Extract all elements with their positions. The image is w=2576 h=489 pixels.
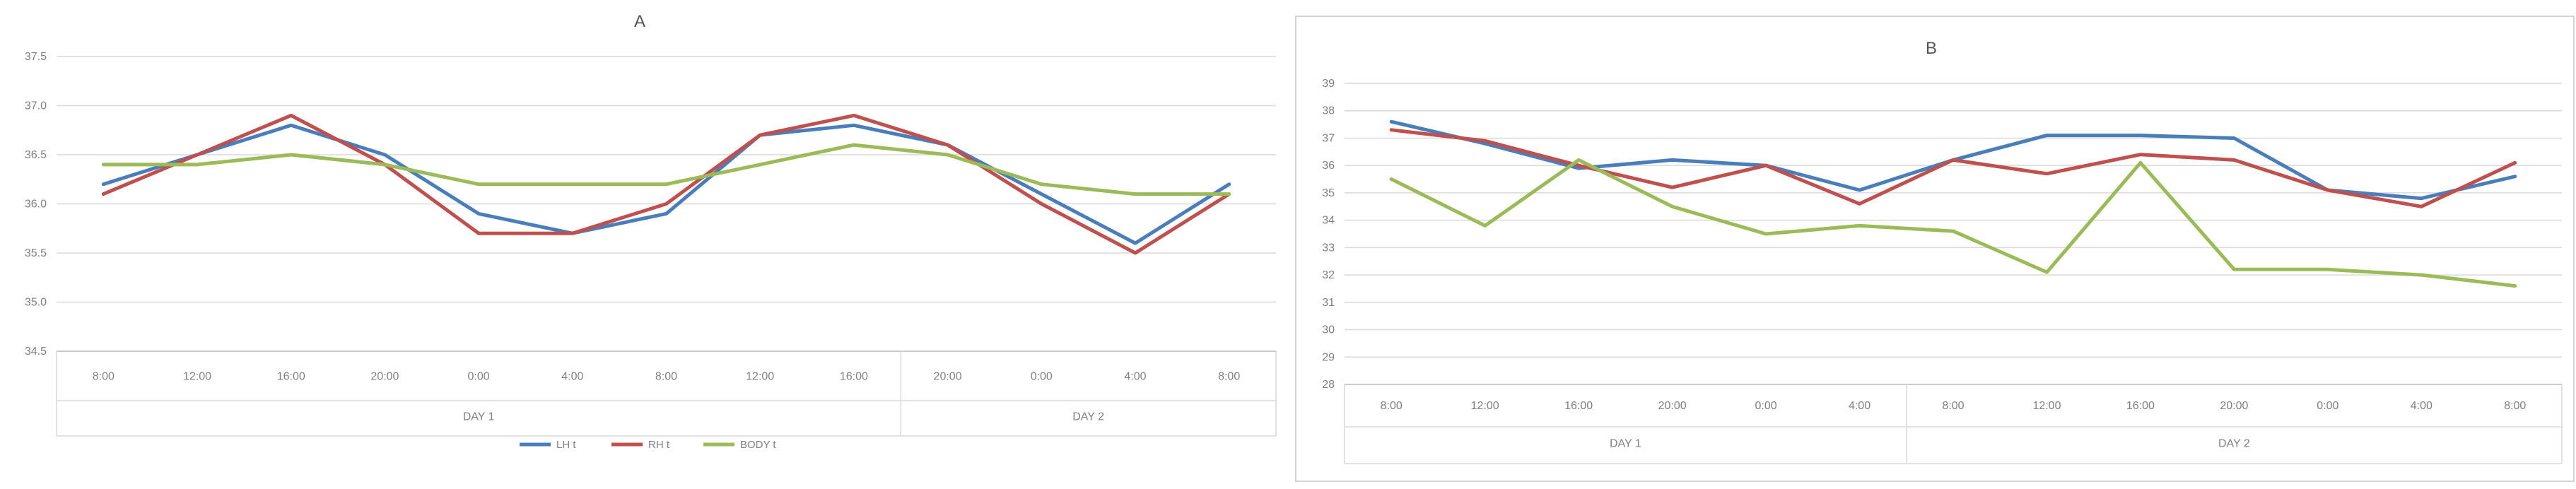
chart-a-series-line-body	[101, 143, 1231, 196]
chart-b-x-tick-label: 4:00	[2411, 400, 2432, 412]
chart-b-title: B	[1926, 39, 1937, 58]
chart-a-x-tick-label: 20:00	[370, 371, 399, 383]
chart-a-y-tick-label: 37.5	[25, 51, 47, 63]
chart-b-y-tick-label: 36	[1322, 160, 1335, 172]
chart-a-legend-label: BODY t	[740, 439, 776, 451]
chart-a-legend-label: RH t	[648, 439, 670, 451]
chart-a-group-label: DAY 2	[1072, 411, 1104, 423]
chart-b-y-tick-label: 28	[1322, 379, 1335, 391]
chart-b-group-label: DAY 1	[1610, 438, 1641, 450]
chart-a-legend-label: LH t	[556, 439, 576, 451]
chart-a-x-tick-label: 12:00	[746, 371, 774, 383]
chart-b-x-tick-label: 20:00	[1658, 400, 1687, 412]
chart-b-panel: B 28 29 30 31 32 33 34 35 36 37 38 39 DAY 1 DAY 2 8:00 1…	[1295, 16, 2575, 482]
chart-a-series-line-rh	[101, 113, 1231, 255]
chart-a-title: A	[634, 12, 645, 31]
chart-a-x-tick-label: 8:00	[93, 371, 115, 383]
chart-a-x-tick-label: 4:00	[1124, 371, 1146, 383]
chart-b-y-tick-label: 38	[1322, 105, 1335, 117]
chart-b-x-tick-label: 12:00	[2032, 400, 2061, 412]
chart-b-svg: B 28 29 30 31 32 33 34 35 36 37 38 39 DAY 1 DAY 2 8:00 1…	[1322, 39, 2563, 464]
chart-a-x-tick-label: 16:00	[277, 371, 305, 383]
chart-a-x-tick-label: 0:00	[468, 371, 490, 383]
chart-a-x-tick-label: 0:00	[1031, 371, 1053, 383]
chart-b-y-tick-label: 35	[1322, 187, 1335, 199]
chart-a-x-tick-label: 8:00	[655, 371, 677, 383]
chart-a-panel: A 34.5 35.0 35.5 36.0 36.5 37.0 37.5 DAY 1 DAY 2 8…	[0, 0, 1287, 489]
chart-a-group-label: DAY 1	[463, 411, 495, 423]
chart-a-x-tick-label: 12:00	[183, 371, 211, 383]
chart-a-y-tick-label: 34.5	[25, 346, 47, 358]
chart-b-series-line-rh	[1389, 128, 2517, 208]
chart-b-x-tick-label: 8:00	[1942, 400, 1964, 412]
chart-b-group-label: DAY 2	[2218, 438, 2250, 450]
chart-a-y-tick-label: 35.0	[25, 297, 47, 309]
chart-a-series-line-lh	[101, 123, 1231, 245]
chart-b-x-tick-label: 16:00	[1564, 400, 1593, 412]
chart-a-y-tick-label: 36.0	[25, 199, 47, 211]
chart-b-y-tick-label: 32	[1322, 269, 1335, 281]
chart-b-y-tick-label: 34	[1322, 215, 1335, 227]
chart-b-x-tick-label: 4:00	[1849, 400, 1870, 412]
chart-a-y-tick-label: 35.5	[25, 247, 47, 259]
chart-b-y-tick-label: 29	[1322, 351, 1335, 363]
chart-a-x-tick-label: 4:00	[561, 371, 583, 383]
chart-b-x-tick-label: 0:00	[1755, 400, 1777, 412]
chart-b-y-tick-label: 31	[1322, 297, 1335, 309]
chart-b-x-tick-label: 0:00	[2317, 400, 2338, 412]
chart-a-y-tick-label: 37.0	[25, 100, 47, 112]
chart-b-x-tick-label: 20:00	[2220, 400, 2248, 412]
chart-b-y-tick-label: 30	[1322, 324, 1335, 336]
chart-a-x-tick-label: 16:00	[840, 371, 868, 383]
chart-a-svg: A 34.5 35.0 35.5 36.0 36.5 37.0 37.5 DAY 1 DAY 2 8…	[25, 12, 1277, 451]
chart-a-x-tick-label: 8:00	[1218, 371, 1240, 383]
chart-b-y-tick-label: 37	[1322, 132, 1335, 144]
chart-b-x-tick-label: 16:00	[2126, 400, 2155, 412]
chart-b-y-tick-label: 39	[1322, 78, 1335, 90]
chart-b-x-tick-label: 8:00	[2504, 400, 2526, 412]
chart-a-x-tick-label: 20:00	[934, 371, 962, 383]
chart-b-x-tick-label: 12:00	[1471, 400, 1499, 412]
chart-b-series-line-body	[1389, 158, 2517, 288]
chart-b-x-tick-label: 8:00	[1381, 400, 1403, 412]
chart-a-y-tick-label: 36.5	[25, 149, 47, 161]
chart-b-y-tick-label: 33	[1322, 242, 1335, 254]
